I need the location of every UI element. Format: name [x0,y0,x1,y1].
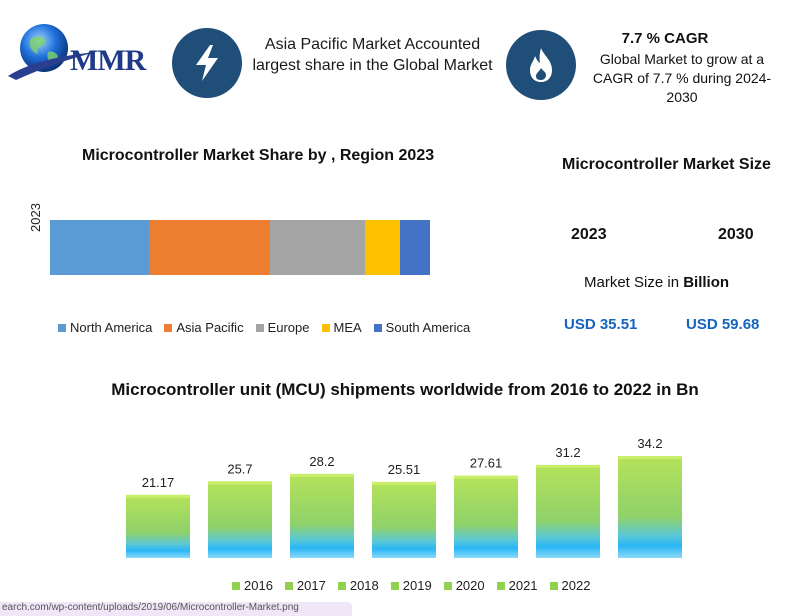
legend-label: 2016 [244,578,273,593]
lightning-bolt-icon [172,28,242,98]
mcu-value-label: 34.2 [637,436,662,451]
mcu-bar-cap [208,481,272,485]
unit-prefix: Market Size in [584,274,684,291]
mcu-shipments-chart: 21.17 25.7 28.2 25.51 27.61 31.2 34.2 [126,436,682,558]
legend-item-south-america: South America [373,320,471,335]
url-strip: earch.com/wp-content/uploads/2019/06/Mic… [0,602,352,616]
mcu-bar-2020 [454,475,518,558]
legend-label: North America [70,320,153,335]
share-segment-north-america [50,220,149,275]
mcu-legend-item-2017: 2017 [284,578,326,593]
legend-swatch [255,323,264,332]
mcu-value-label: 25.51 [388,462,421,477]
market-size-value-2030: USD 59.68 [686,316,760,333]
legend-label: 2020 [455,578,485,593]
legend-item-asia-pacific: Asia Pacific [164,320,244,335]
mcu-shipments-title: Microcontroller unit (MCU) shipments wor… [111,380,699,399]
share-segment-europe [270,220,366,275]
legend-label: Asia Pacific [176,320,244,335]
mcu-legend-item-2019: 2019 [390,578,432,593]
market-size-year-2023: 2023 [571,226,607,243]
mcu-bar-cap [126,494,190,498]
unit-bold: Billion [683,274,730,291]
market-share-legend: North America Asia Pacific Europe MEA South … [58,320,470,335]
mcu-legend-item-2021: 2021 [496,578,538,593]
mcu-legend-item-2020: 2020 [443,578,485,593]
legend-swatch [496,581,505,590]
legend-swatch [321,323,330,332]
market-size-unit: Market Size in Billion [584,274,729,291]
market-share-title: Microcontroller Market Share by , Region… [82,147,435,164]
market-size-value-2023: USD 35.51 [564,316,638,333]
mcu-value-label: 31.2 [555,445,580,460]
mcu-legend-item-2018: 2018 [337,578,379,593]
legend-swatch [58,323,66,332]
legend-label: 2019 [402,578,432,593]
legend-label: 2022 [561,578,591,593]
market-share-stacked-bar [50,220,430,275]
cagr-title: 7.7 % CAGR [621,30,709,47]
mcu-bar-cap [290,473,354,477]
legend-label: Europe [267,320,310,335]
legend-swatch [232,581,240,590]
market-size-title: Microcontroller Market Size [562,156,771,173]
legend-swatch [549,581,558,590]
mcu-bar-2017 [208,481,272,558]
mcu-legend-item-2022: 2022 [549,578,591,593]
legend-label: 2018 [349,578,379,593]
market-share-year-label: 2023 [28,203,43,232]
legend-label: South America [385,320,471,335]
mcu-legend-item-2016: 2016 [232,578,273,593]
mcu-bar-cap [454,475,518,479]
mcu-bar-cap [536,464,600,468]
legend-swatch [373,323,382,332]
legend-swatch [390,581,399,590]
legend-label: 2017 [296,578,326,593]
share-segment-south-america [399,220,430,275]
legend-item-europe: Europe [255,320,310,335]
legend-swatch [443,581,452,590]
legend-swatch [284,581,293,590]
mcu-bar-2016 [126,494,190,558]
legend-swatch [164,323,173,332]
legend-item-north-america: North America [58,320,152,335]
cagr-description: Global Market to grow at a CAGR of 7.7 %… [592,51,772,105]
legend-label: 2021 [508,578,538,593]
mcu-shipments-legend: 2016 2017 2018 2019 2020 2021 2022 [232,578,590,593]
legend-label: MEA [333,320,362,335]
mcu-bar-2021 [536,464,600,558]
share-segment-mea [365,220,400,275]
market-size-year-2030: 2030 [718,226,754,243]
logo-text: MMR [70,44,146,77]
mcu-value-label: 21.17 [142,475,175,490]
mcu-bar-cap [618,456,682,459]
legend-swatch [337,581,346,590]
mcu-value-label: 27.61 [470,456,503,471]
mcu-value-label: 25.7 [227,461,252,476]
mcu-value-label: 28.2 [309,454,334,469]
mcu-bar-2019 [372,481,436,558]
mcu-bar-cap [372,481,436,485]
mmr-logo-globe-icon [8,24,96,80]
headline-asia-pacific: Asia Pacific Market Accounted largest sh… [252,36,493,74]
flame-icon [506,30,576,100]
legend-item-mea: MEA [321,320,362,335]
mcu-bar-2018 [290,473,354,558]
share-segment-asia-pacific [148,220,271,275]
mcu-bar-2022 [618,456,682,558]
